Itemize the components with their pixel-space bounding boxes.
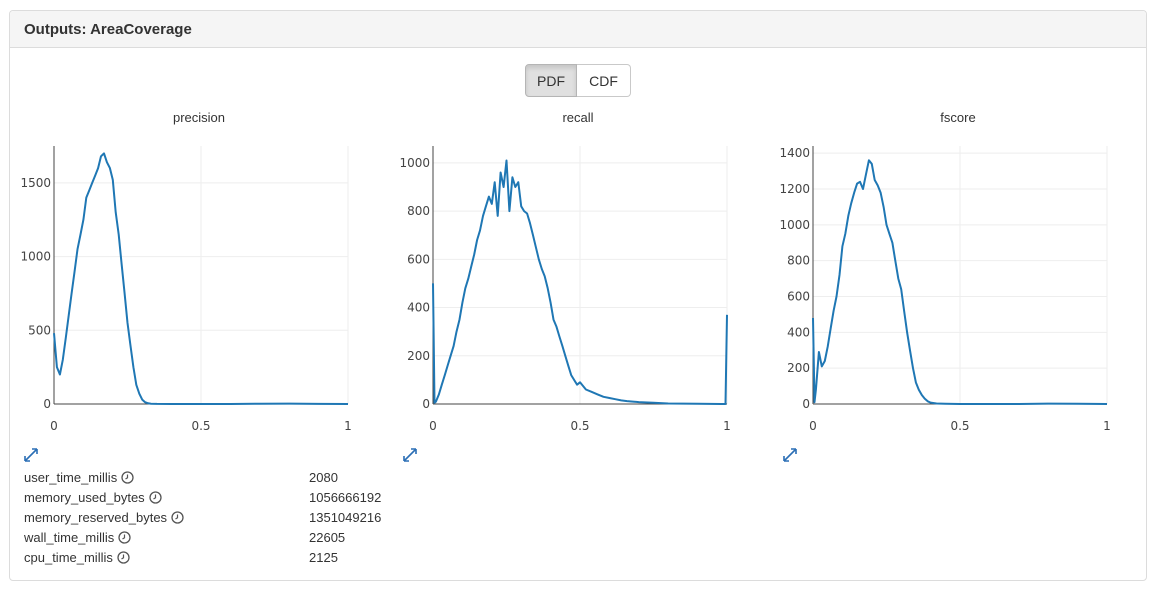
series-line <box>812 159 1108 405</box>
x-tick-label: 0.5 <box>191 419 210 433</box>
y-tick-label: 600 <box>407 252 430 266</box>
clock-icon[interactable] <box>121 471 134 484</box>
x-tick-label: 0.5 <box>950 419 969 433</box>
metric-value: 1351049216 <box>309 510 382 525</box>
x-tick-label: 0 <box>429 419 437 433</box>
y-tick-label: 600 <box>787 290 810 304</box>
clock-icon[interactable] <box>171 511 184 524</box>
y-tick-label: 0 <box>422 397 430 411</box>
metric-name: memory_reserved_bytes <box>24 510 168 525</box>
chart-title: fscore <box>940 110 975 125</box>
x-tick-label: 1 <box>1103 419 1111 433</box>
y-tick-label: 200 <box>787 361 810 375</box>
clock-icon[interactable] <box>118 531 131 544</box>
y-tick-label: 1000 <box>399 156 430 170</box>
y-tick-label: 200 <box>407 349 430 363</box>
expand-arrows-icon[interactable] <box>782 447 798 463</box>
chart-title: recall <box>562 110 593 125</box>
y-tick-label: 1200 <box>779 182 810 196</box>
x-tick-label: 1 <box>344 419 352 433</box>
metric-value: 2125 <box>309 550 338 565</box>
y-tick-label: 400 <box>787 325 810 339</box>
metric-name: cpu_time_millis <box>24 550 113 565</box>
metric-value: 22605 <box>309 530 346 545</box>
clock-icon[interactable] <box>149 491 162 504</box>
y-tick-label: 1000 <box>20 250 51 264</box>
chart-recall: 0 0.5 1 0 200 400 600 800 1000 recall <box>399 110 730 433</box>
y-tick-label: 1000 <box>779 218 810 232</box>
y-tick-label: 0 <box>43 397 51 411</box>
y-tick-label: 1400 <box>779 146 810 160</box>
metric-value: 2080 <box>309 470 338 485</box>
outputs-panel: Outputs: AreaCoverage <box>9 10 1147 581</box>
y-tick-label: 0 <box>802 397 810 411</box>
cdf-button[interactable]: CDF <box>577 64 631 97</box>
chart-fscore: 0 0.5 1 0 200 400 600 800 1000 1200 1400 fscore <box>779 110 1110 433</box>
expand-arrows-icon[interactable] <box>23 447 39 463</box>
x-tick-label: 0.5 <box>570 419 589 433</box>
chart-title: precision <box>173 110 225 125</box>
panel-title: Outputs: AreaCoverage <box>10 11 1146 48</box>
series-line <box>432 159 728 405</box>
clock-icon[interactable] <box>117 551 130 564</box>
y-tick-label: 400 <box>407 301 430 315</box>
chart-precision: 0 0.5 1 0 500 1000 1500 precision <box>20 110 351 433</box>
x-tick-label: 1 <box>723 419 731 433</box>
y-tick-label: 1500 <box>20 176 51 190</box>
x-tick-label: 0 <box>809 419 817 433</box>
pdf-button[interactable]: PDF <box>525 64 577 97</box>
y-tick-label: 500 <box>28 323 51 337</box>
series-line <box>53 152 349 405</box>
x-tick-label: 0 <box>50 419 58 433</box>
y-tick-label: 800 <box>787 254 810 268</box>
metric-name: user_time_millis <box>24 470 118 485</box>
pdf-cdf-toggle: PDF CDF <box>525 64 631 97</box>
expand-arrows-icon[interactable] <box>402 447 418 463</box>
metric-name: wall_time_millis <box>24 530 115 545</box>
metric-name: memory_used_bytes <box>24 490 145 505</box>
metric-value: 1056666192 <box>309 490 382 505</box>
y-tick-label: 800 <box>407 204 430 218</box>
